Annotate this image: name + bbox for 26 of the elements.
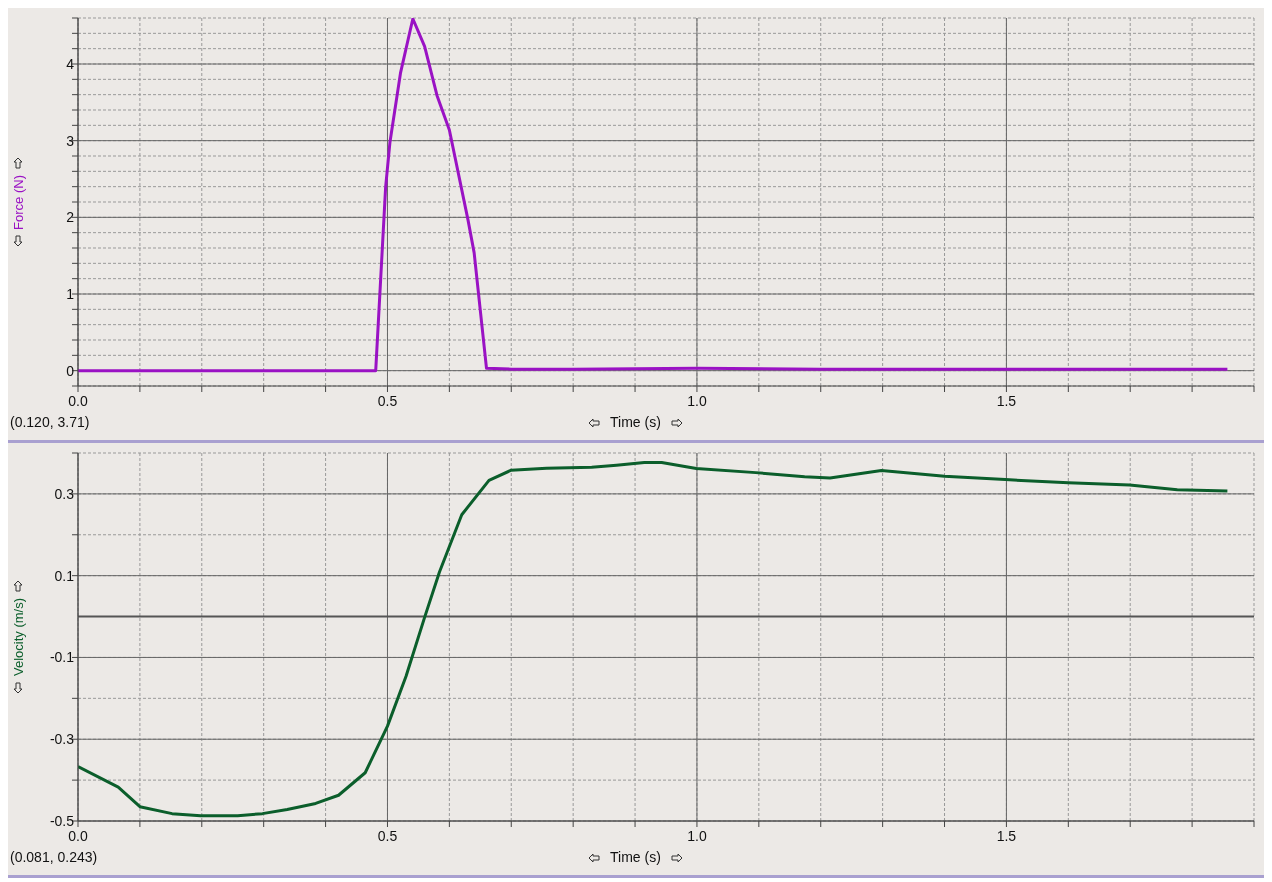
y-tick-label: 0 <box>66 361 74 380</box>
x-tick-label: 0.5 <box>377 393 398 409</box>
x-axis-title: Time (s) <box>610 414 661 430</box>
x-tick-label: 1.0 <box>687 828 707 844</box>
x-tick-label: 1.5 <box>996 393 1017 409</box>
x-tick-label: 1.0 <box>687 393 707 409</box>
y-tick-label: -0.3 <box>49 730 74 749</box>
y-tick-label: -0.5 <box>49 812 74 830</box>
y-tick-label: 0.1 <box>54 566 74 585</box>
line-series <box>78 460 1229 818</box>
line-series <box>78 18 1229 373</box>
y-axis-title: Force (N) <box>10 174 26 230</box>
y-tick-label: 4 <box>66 55 74 73</box>
text: (0.120, 3.71) <box>10 414 90 430</box>
y-tick-label: -0.1 <box>49 648 74 667</box>
y-tick-label: 3 <box>66 131 74 150</box>
y-axis-title: Velocity (m/s) <box>10 597 26 676</box>
y-tick-label: 0.3 <box>54 484 74 503</box>
x-tick-label: 1.5 <box>996 828 1017 844</box>
x-tick-label: 0.0 <box>68 393 88 409</box>
text: (0.081, 0.243) <box>10 849 98 865</box>
x-axis-title: Time (s) <box>610 849 661 865</box>
y-tick-label: 2 <box>66 208 74 227</box>
x-tick-label: 0.5 <box>377 828 398 844</box>
y-tick-label: 1 <box>66 285 74 303</box>
x-tick-label: 0.0 <box>68 828 88 844</box>
